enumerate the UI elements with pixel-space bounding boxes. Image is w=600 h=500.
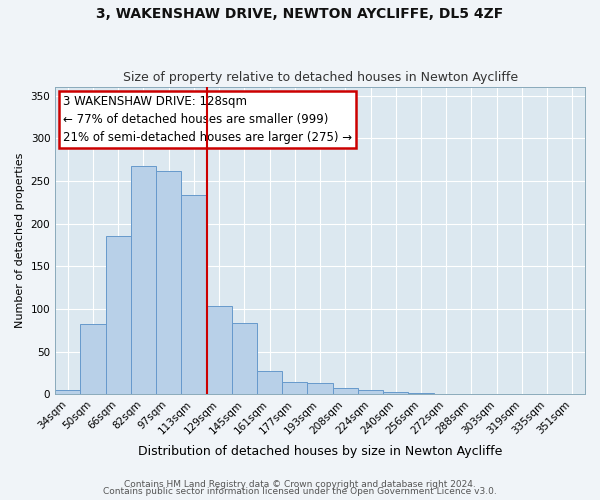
Bar: [206, 306, 232, 394]
Text: Contains HM Land Registry data © Crown copyright and database right 2024.: Contains HM Land Registry data © Crown c…: [124, 480, 476, 489]
Bar: [131, 166, 156, 394]
Bar: [307, 384, 332, 394]
Bar: [232, 322, 257, 394]
Text: Contains public sector information licensed under the Open Government Licence v3: Contains public sector information licen…: [103, 488, 497, 496]
Bar: [282, 382, 307, 394]
X-axis label: Distribution of detached houses by size in Newton Aycliffe: Distribution of detached houses by size …: [138, 444, 502, 458]
Bar: [80, 324, 106, 394]
Bar: [257, 372, 282, 394]
Bar: [106, 236, 131, 394]
Text: 3, WAKENSHAW DRIVE, NEWTON AYCLIFFE, DL5 4ZF: 3, WAKENSHAW DRIVE, NEWTON AYCLIFFE, DL5…: [97, 8, 503, 22]
Bar: [332, 388, 358, 394]
Bar: [55, 390, 80, 394]
Text: 3 WAKENSHAW DRIVE: 128sqm
← 77% of detached houses are smaller (999)
21% of semi: 3 WAKENSHAW DRIVE: 128sqm ← 77% of detac…: [63, 94, 352, 144]
Bar: [409, 392, 434, 394]
Bar: [358, 390, 383, 394]
Y-axis label: Number of detached properties: Number of detached properties: [15, 153, 25, 328]
Bar: [181, 194, 206, 394]
Bar: [383, 392, 409, 394]
Bar: [156, 170, 181, 394]
Title: Size of property relative to detached houses in Newton Aycliffe: Size of property relative to detached ho…: [122, 72, 518, 85]
